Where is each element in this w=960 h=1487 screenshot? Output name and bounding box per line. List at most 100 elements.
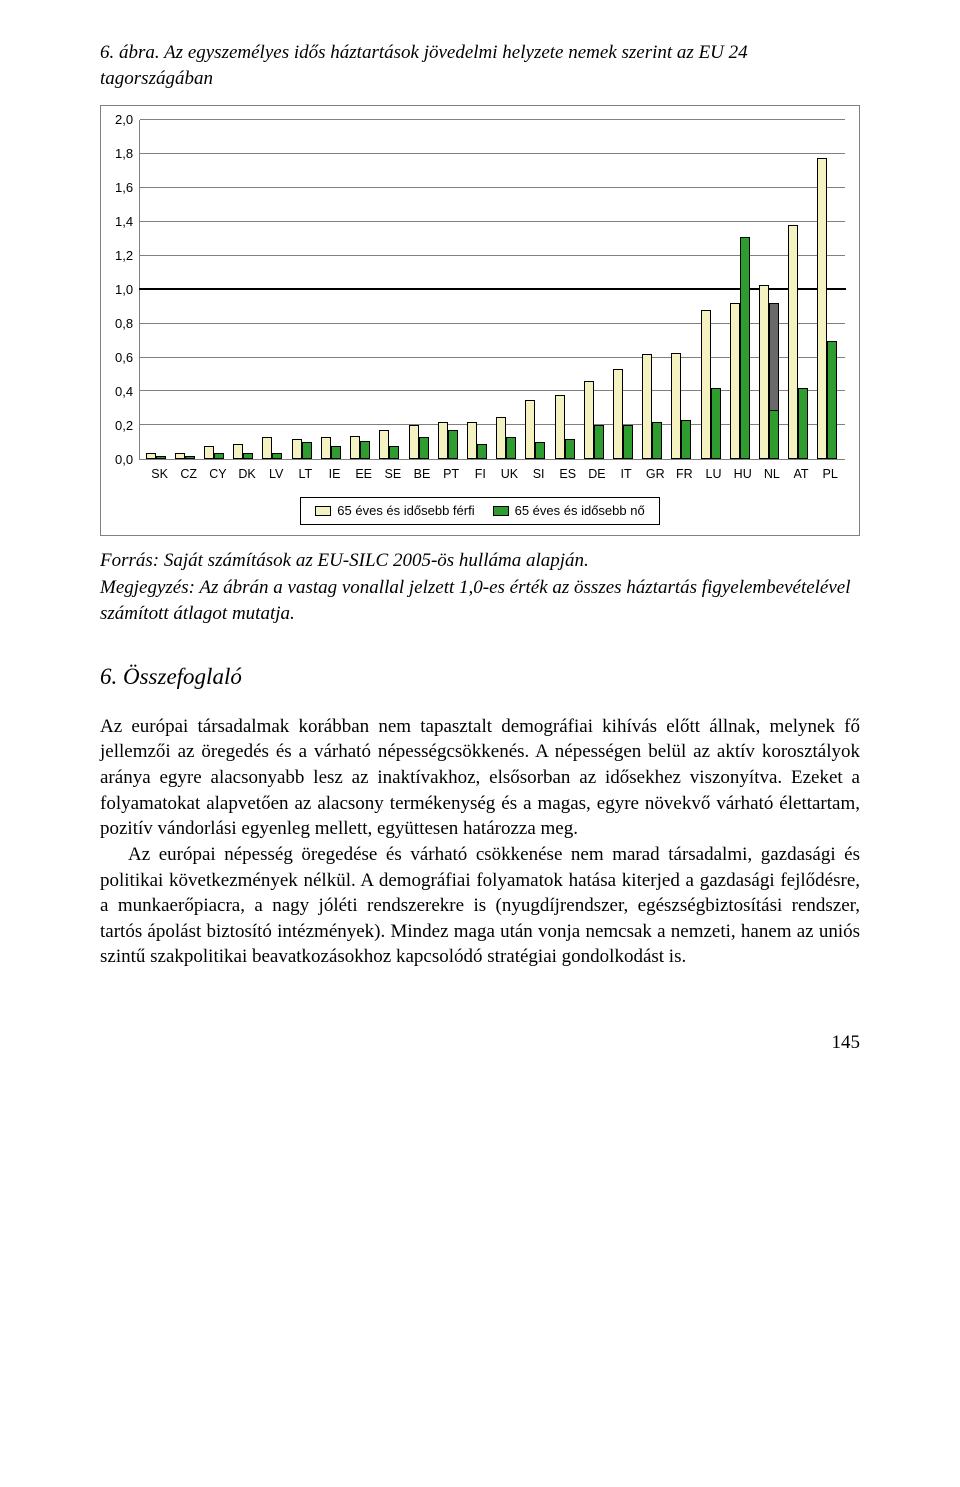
- bar-male: [817, 158, 827, 460]
- bar-group: [584, 120, 606, 459]
- legend: 65 éves és idősebb férfi 65 éves és idős…: [300, 497, 659, 525]
- bar-female: [594, 425, 604, 459]
- legend-swatch-female: [493, 506, 509, 516]
- note-text: Az ábrán a vastag vonallal jelzett 1,0-e…: [100, 577, 851, 624]
- bar-female: [506, 437, 516, 459]
- bar-male: [701, 310, 711, 459]
- bar-female: [740, 237, 750, 459]
- bar-group: [817, 120, 839, 459]
- x-tick-label: PL: [819, 466, 841, 483]
- bar-male: [555, 395, 565, 459]
- bar-group: [730, 120, 752, 459]
- bar-female: [243, 453, 253, 460]
- bar-group: [204, 120, 226, 459]
- x-tick-label: CY: [207, 466, 229, 483]
- bar-group: [642, 120, 664, 459]
- figure-source: Forrás: Saját számítások az EU-SILC 2005…: [100, 548, 860, 574]
- x-tick-label: SE: [382, 466, 404, 483]
- x-tick-label: LT: [294, 466, 316, 483]
- bar-group: [438, 120, 460, 459]
- bar-female: [652, 422, 662, 459]
- page-number: 145: [100, 1030, 860, 1056]
- bar-male: [175, 453, 185, 460]
- bar-male: [409, 425, 419, 459]
- bar-male: [759, 285, 769, 460]
- bar-group: [409, 120, 431, 459]
- bar-female: [331, 446, 341, 460]
- x-tick-label: SI: [528, 466, 550, 483]
- bar-male: [233, 444, 243, 459]
- bar-group: [379, 120, 401, 459]
- source-text: Saját számítások az EU-SILC 2005-ös hull…: [164, 550, 589, 571]
- bar-male: [146, 453, 156, 460]
- paragraph-2: Az európai népesség öregedése és várható…: [100, 842, 860, 970]
- bar-group: [146, 120, 168, 459]
- plot-row: 2,01,81,61,41,21,00,80,60,40,20,0: [115, 120, 845, 460]
- bar-male: [730, 303, 740, 459]
- bar-male: [788, 225, 798, 459]
- bar-group: [321, 120, 343, 459]
- bar-male: [671, 353, 681, 460]
- x-tick-label: HU: [732, 466, 754, 483]
- bar-female: [769, 410, 779, 459]
- bar-male: [292, 439, 302, 459]
- bar-male: [379, 430, 389, 459]
- bar-male: [438, 422, 448, 459]
- bar-group: [262, 120, 284, 459]
- figure-title-prefix: 6. ábra.: [100, 42, 164, 63]
- bar-male: [321, 437, 331, 459]
- bar-female: [214, 453, 224, 460]
- note-label: Megjegyzés:: [100, 577, 199, 598]
- bar-group: [292, 120, 314, 459]
- bar-female: [360, 441, 370, 460]
- bar-female: [623, 425, 633, 459]
- bar-female: [272, 453, 282, 460]
- figure-title-text: Az egyszemélyes idős háztartások jövedel…: [100, 42, 748, 89]
- x-tick-label: FI: [469, 466, 491, 483]
- bar-group: [233, 120, 255, 459]
- bar-female: [419, 437, 429, 459]
- bar-group: [525, 120, 547, 459]
- bar-group: [175, 120, 197, 459]
- bar-male: [613, 369, 623, 459]
- x-tick-label: GR: [644, 466, 666, 483]
- x-tick-label: AT: [790, 466, 812, 483]
- bar-male: [262, 437, 272, 459]
- bar-female: [711, 388, 721, 459]
- x-tick-label: ES: [557, 466, 579, 483]
- paragraph-1: Az európai társadalmak korábban nem tapa…: [100, 714, 860, 842]
- legend-item-male: 65 éves és idősebb férfi: [315, 502, 474, 520]
- bar-group: [701, 120, 723, 459]
- x-tick-label: DK: [236, 466, 258, 483]
- bar-group: [467, 120, 489, 459]
- source-label: Forrás:: [100, 550, 164, 571]
- x-tick-label: BE: [411, 466, 433, 483]
- x-tick-label: DE: [586, 466, 608, 483]
- bar-group: [496, 120, 518, 459]
- bars-layer: [140, 120, 845, 459]
- bar-female: [535, 442, 545, 459]
- bar-male: [525, 400, 535, 459]
- legend-label-male: 65 éves és idősebb férfi: [337, 502, 474, 520]
- figure-title: 6. ábra. Az egyszemélyes idős háztartáso…: [100, 40, 860, 91]
- y-axis: 2,01,81,61,41,21,00,80,60,40,20,0: [115, 120, 139, 460]
- bar-female: [681, 420, 691, 459]
- bar-male: [496, 417, 506, 459]
- bar-female: [185, 456, 195, 459]
- x-tick-label: IT: [615, 466, 637, 483]
- bar-group: [613, 120, 635, 459]
- figure-note: Megjegyzés: Az ábrán a vastag vonallal j…: [100, 575, 860, 626]
- bar-female: [389, 446, 399, 460]
- bar-group: [350, 120, 372, 459]
- bar-group: [788, 120, 810, 459]
- x-tick-label: PT: [440, 466, 462, 483]
- bar-female: [565, 439, 575, 459]
- x-tick-label: IE: [324, 466, 346, 483]
- x-tick-label: NL: [761, 466, 783, 483]
- chart-container: 2,01,81,61,41,21,00,80,60,40,20,0 SKCZCY…: [100, 105, 860, 535]
- bar-group: [671, 120, 693, 459]
- bar-male: [584, 381, 594, 459]
- legend-label-female: 65 éves és idősebb nő: [515, 502, 645, 520]
- x-tick-label: FR: [673, 466, 695, 483]
- bar-group: [555, 120, 577, 459]
